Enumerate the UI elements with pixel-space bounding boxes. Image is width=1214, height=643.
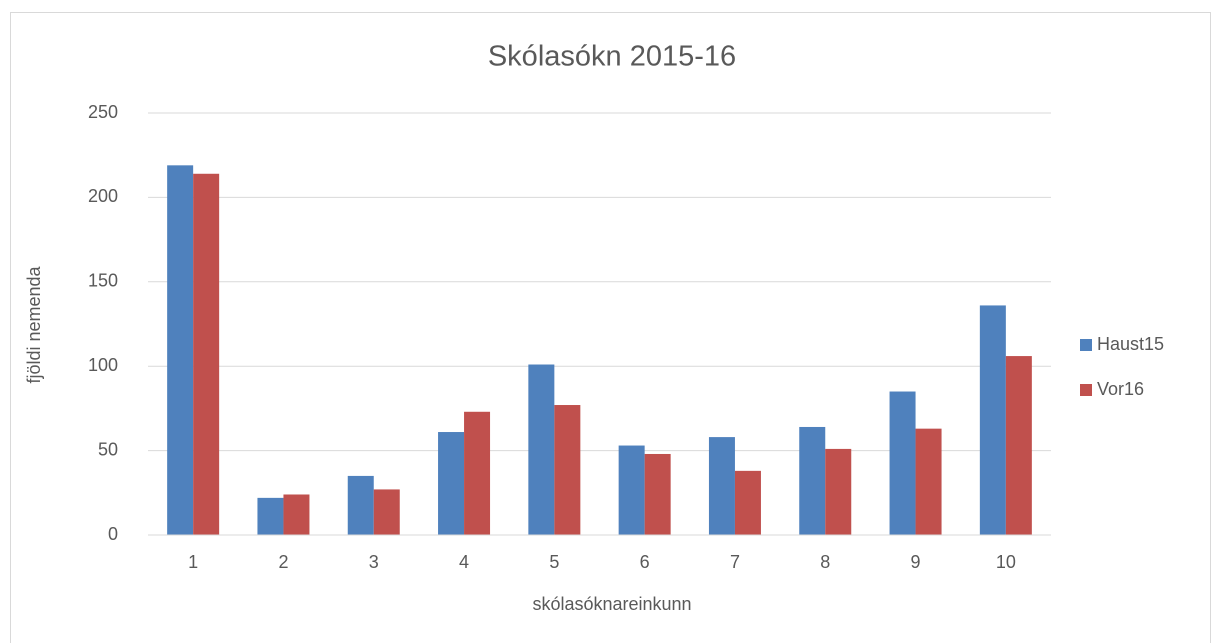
y-tick-label: 250 — [88, 102, 118, 122]
y-tick-label: 150 — [88, 271, 118, 291]
y-tick-label: 50 — [98, 439, 118, 459]
x-tick-label: 7 — [730, 552, 740, 572]
bar — [347, 475, 374, 535]
bar — [734, 470, 761, 535]
bar — [889, 391, 916, 535]
bar — [915, 428, 942, 535]
x-axis-label: skólasóknareinkunn — [532, 594, 691, 614]
bar — [825, 448, 852, 535]
legend-swatch — [1080, 384, 1092, 396]
x-tick-label: 2 — [278, 552, 288, 572]
bar — [193, 173, 220, 535]
legend-label: Vor16 — [1097, 379, 1144, 399]
chart-title: Skólasókn 2015-16 — [488, 41, 736, 73]
bar — [1005, 356, 1032, 535]
bar — [528, 364, 555, 535]
bar — [464, 411, 491, 535]
bar — [283, 494, 310, 535]
bar — [257, 497, 284, 535]
y-axis-label: fjöldi nemenda — [24, 265, 44, 383]
bar — [618, 445, 645, 535]
legend-swatch — [1080, 339, 1092, 351]
bar — [799, 426, 826, 535]
bar — [373, 489, 400, 535]
bar — [644, 453, 671, 535]
bar — [708, 437, 735, 535]
x-tick-label: 9 — [911, 552, 921, 572]
y-tick-label: 100 — [88, 355, 118, 375]
x-tick-label: 5 — [549, 552, 559, 572]
x-tick-label: 6 — [640, 552, 650, 572]
bar — [438, 432, 465, 535]
bar — [554, 405, 581, 535]
x-tick-label: 10 — [996, 552, 1016, 572]
bar — [167, 165, 194, 535]
x-tick-label: 4 — [459, 552, 469, 572]
bar — [979, 305, 1006, 535]
x-tick-label: 3 — [369, 552, 379, 572]
legend-label: Haust15 — [1097, 334, 1164, 354]
x-tick-label: 1 — [188, 552, 198, 572]
y-tick-label: 200 — [88, 186, 118, 206]
x-tick-label: 8 — [820, 552, 830, 572]
y-tick-label: 0 — [108, 524, 118, 544]
